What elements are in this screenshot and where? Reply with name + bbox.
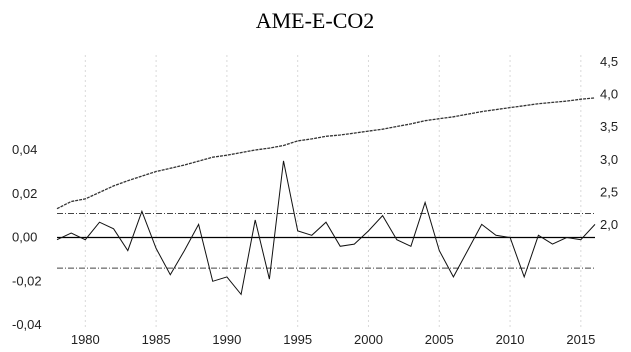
left-tick-label: 0,02: [12, 186, 37, 201]
x-tick-label: 2005: [425, 332, 454, 347]
x-tick-label: 1995: [283, 332, 312, 347]
right-tick-label: 3,5: [600, 119, 618, 134]
right-tick-label: 4,0: [600, 87, 618, 102]
confidence-bands: [57, 212, 595, 269]
right-tick-label: 2,5: [600, 184, 618, 199]
right-tick-label: 4,5: [600, 54, 618, 69]
series-layer: [56, 97, 596, 296]
series-line-left-axis: [56, 160, 596, 296]
right-tick-label: 3,0: [600, 152, 618, 167]
x-tick-label: 2000: [354, 332, 383, 347]
x-tick-label: 1980: [71, 332, 100, 347]
right-tick-label: 2,0: [600, 217, 618, 232]
left-axis-ticks: 0,04 0,02 0,00 -0,02 -0,04: [12, 142, 42, 332]
left-tick-label: 0,04: [12, 142, 37, 157]
x-axis-ticks: 1980 1985 1990 1995 2000 2005 2010 2015: [71, 332, 595, 347]
x-tick-label: 1985: [142, 332, 171, 347]
left-tick-label: -0,02: [12, 273, 42, 288]
left-tick-label: -0,04: [12, 317, 42, 332]
right-axis-ticks: 4,5 4,0 3,5 3,0 2,5 2,0: [600, 54, 618, 232]
chart-title: AME-E-CO2: [256, 8, 375, 33]
grid-layer: [84, 55, 582, 330]
x-tick-label: 2015: [566, 332, 595, 347]
series-line-right-axis: [56, 97, 596, 210]
x-tick-label: 2010: [496, 332, 525, 347]
left-tick-label: 0,00: [12, 230, 37, 245]
x-tick-label: 1990: [212, 332, 241, 347]
